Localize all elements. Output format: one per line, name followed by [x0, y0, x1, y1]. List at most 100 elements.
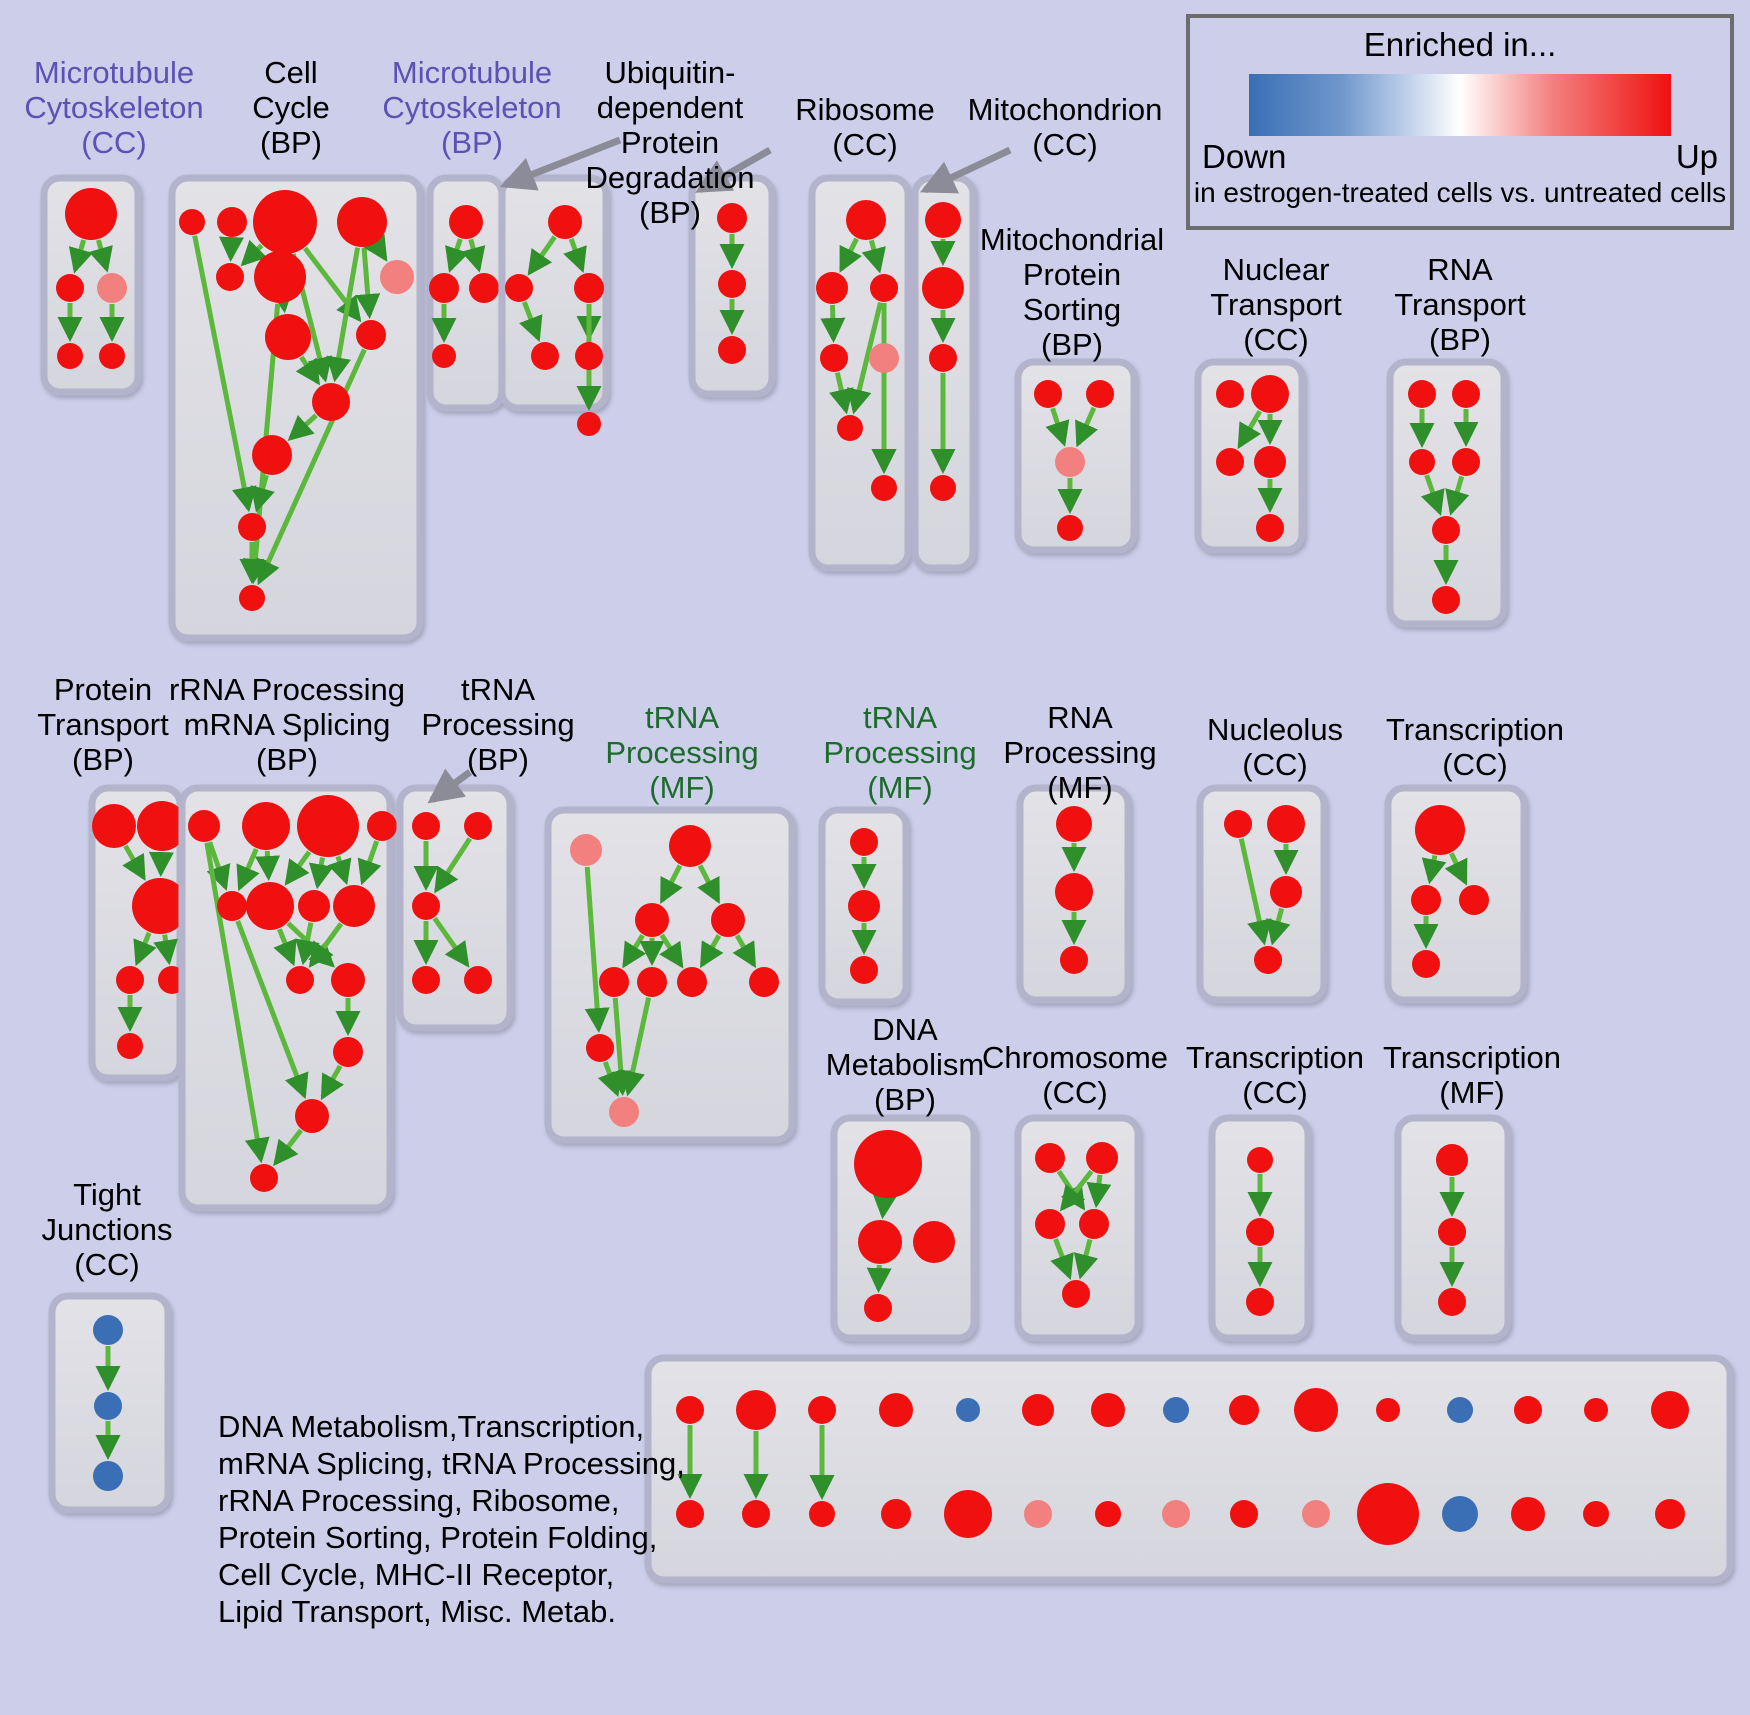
- network-node[interactable]: [1584, 1398, 1608, 1422]
- network-node[interactable]: [356, 320, 386, 350]
- network-node[interactable]: [333, 1037, 363, 1067]
- network-node[interactable]: [869, 343, 899, 373]
- network-node[interactable]: [1224, 810, 1252, 838]
- network-node[interactable]: [253, 190, 317, 254]
- network-node[interactable]: [254, 251, 306, 303]
- network-node[interactable]: [1294, 1388, 1338, 1432]
- network-node[interactable]: [412, 812, 440, 840]
- network-node[interactable]: [116, 966, 144, 994]
- network-node[interactable]: [56, 274, 84, 302]
- network-node[interactable]: [575, 342, 603, 370]
- network-node[interactable]: [246, 882, 294, 930]
- network-node[interactable]: [1409, 449, 1435, 475]
- network-node[interactable]: [380, 260, 414, 294]
- network-node[interactable]: [742, 1500, 770, 1528]
- network-node[interactable]: [1256, 514, 1284, 542]
- network-node[interactable]: [1412, 950, 1440, 978]
- network-node[interactable]: [676, 1500, 704, 1528]
- network-node[interactable]: [850, 956, 878, 984]
- network-node[interactable]: [464, 812, 492, 840]
- network-node[interactable]: [97, 273, 127, 303]
- network-node[interactable]: [298, 890, 330, 922]
- network-node[interactable]: [1254, 946, 1282, 974]
- network-node[interactable]: [1302, 1500, 1330, 1528]
- network-node[interactable]: [676, 1396, 704, 1424]
- network-node[interactable]: [669, 825, 711, 867]
- network-node[interactable]: [635, 903, 669, 937]
- network-node[interactable]: [881, 1499, 911, 1529]
- network-node[interactable]: [295, 1099, 329, 1133]
- network-node[interactable]: [820, 344, 848, 372]
- network-node[interactable]: [718, 336, 746, 364]
- network-node[interactable]: [469, 273, 499, 303]
- network-node[interactable]: [599, 967, 629, 997]
- network-node[interactable]: [749, 967, 779, 997]
- network-node[interactable]: [1408, 380, 1436, 408]
- network-node[interactable]: [809, 1501, 835, 1527]
- network-node[interactable]: [930, 475, 956, 501]
- network-node[interactable]: [925, 202, 961, 238]
- network-node[interactable]: [188, 810, 220, 842]
- network-node[interactable]: [1056, 806, 1092, 842]
- network-node[interactable]: [1035, 1143, 1065, 1173]
- network-node[interactable]: [252, 435, 292, 475]
- network-node[interactable]: [179, 209, 205, 235]
- network-node[interactable]: [238, 513, 266, 541]
- network-node[interactable]: [1411, 885, 1441, 915]
- network-node[interactable]: [65, 188, 117, 240]
- network-node[interactable]: [1415, 805, 1465, 855]
- network-node[interactable]: [412, 966, 440, 994]
- network-node[interactable]: [312, 383, 350, 421]
- network-node[interactable]: [297, 795, 359, 857]
- network-node[interactable]: [816, 272, 848, 304]
- network-node[interactable]: [609, 1097, 639, 1127]
- network-node[interactable]: [1247, 1147, 1273, 1173]
- network-node[interactable]: [944, 1490, 992, 1538]
- network-node[interactable]: [1459, 885, 1489, 915]
- network-node[interactable]: [850, 828, 878, 856]
- network-node[interactable]: [711, 903, 745, 937]
- network-node[interactable]: [1651, 1391, 1689, 1429]
- network-node[interactable]: [117, 1033, 143, 1059]
- network-node[interactable]: [848, 890, 880, 922]
- network-node[interactable]: [1091, 1393, 1125, 1427]
- network-node[interactable]: [265, 314, 311, 360]
- network-node[interactable]: [1511, 1497, 1545, 1531]
- network-node[interactable]: [1022, 1394, 1054, 1426]
- network-node[interactable]: [1442, 1496, 1478, 1532]
- network-node[interactable]: [870, 274, 898, 302]
- network-node[interactable]: [93, 1461, 123, 1491]
- network-node[interactable]: [577, 412, 601, 436]
- network-node[interactable]: [864, 1294, 892, 1322]
- network-node[interactable]: [1055, 447, 1085, 477]
- network-node[interactable]: [1246, 1288, 1274, 1316]
- network-node[interactable]: [1246, 1218, 1274, 1246]
- network-node[interactable]: [586, 1034, 614, 1062]
- network-node[interactable]: [432, 344, 456, 368]
- network-node[interactable]: [808, 1396, 836, 1424]
- network-node[interactable]: [922, 267, 964, 309]
- network-node[interactable]: [1452, 448, 1480, 476]
- network-node[interactable]: [1452, 380, 1480, 408]
- network-node[interactable]: [1270, 876, 1302, 908]
- network-node[interactable]: [1086, 1142, 1118, 1174]
- network-node[interactable]: [93, 1315, 123, 1345]
- network-node[interactable]: [449, 205, 483, 239]
- network-node[interactable]: [1357, 1483, 1419, 1545]
- network-node[interactable]: [1438, 1218, 1466, 1246]
- network-node[interactable]: [574, 273, 604, 303]
- network-node[interactable]: [1267, 805, 1305, 843]
- network-node[interactable]: [94, 1392, 122, 1420]
- network-node[interactable]: [956, 1398, 980, 1422]
- network-node[interactable]: [132, 878, 188, 934]
- network-node[interactable]: [929, 344, 957, 372]
- network-node[interactable]: [1438, 1288, 1466, 1316]
- network-node[interactable]: [1432, 586, 1460, 614]
- network-node[interactable]: [1095, 1501, 1121, 1527]
- network-node[interactable]: [1254, 446, 1286, 478]
- network-node[interactable]: [1062, 1280, 1090, 1308]
- network-node[interactable]: [92, 804, 136, 848]
- network-node[interactable]: [1055, 873, 1093, 911]
- network-node[interactable]: [677, 967, 707, 997]
- network-node[interactable]: [1376, 1398, 1400, 1422]
